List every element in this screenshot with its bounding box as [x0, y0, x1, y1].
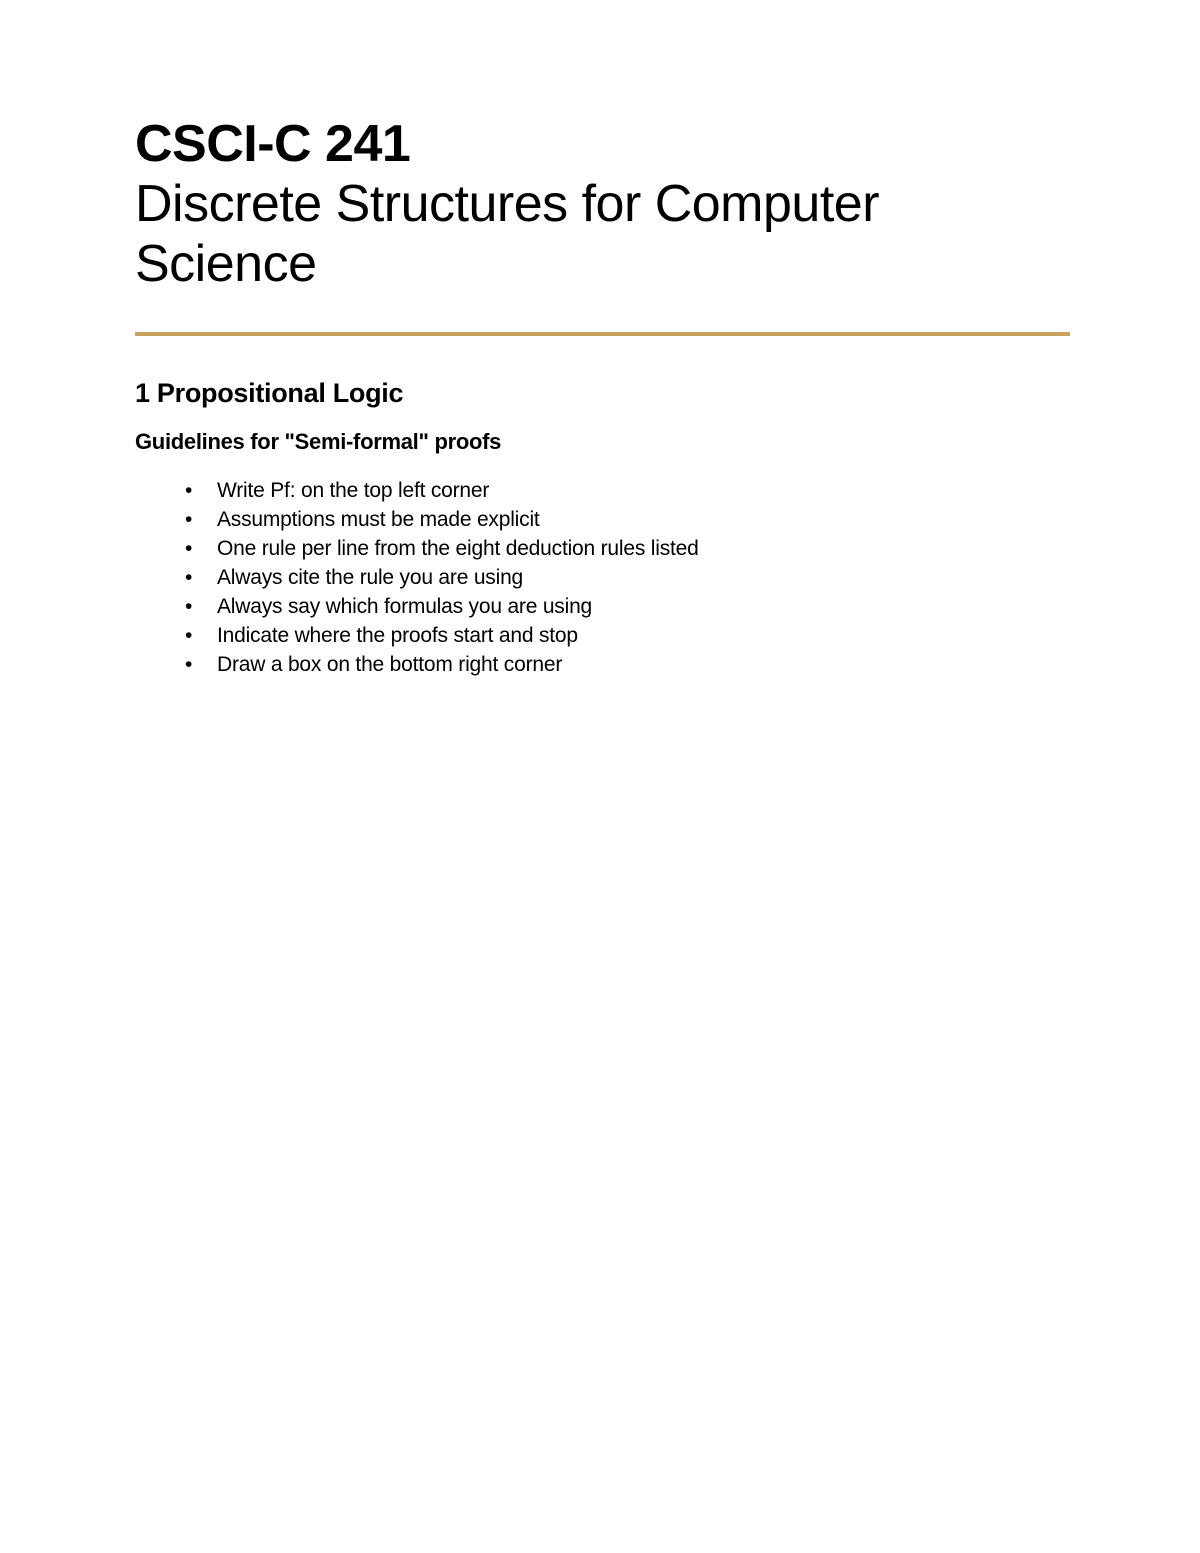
course-code: CSCI-C 241: [135, 115, 1070, 175]
subsection-heading: Guidelines for "Semi-formal" proofs: [135, 429, 1070, 455]
list-item: Assumptions must be made explicit: [185, 506, 1070, 535]
list-item: Always cite the rule you are using: [185, 564, 1070, 593]
guidelines-list: Write Pf: on the top left corner Assumpt…: [135, 477, 1070, 680]
list-item: Always say which formulas you are using: [185, 593, 1070, 622]
section-divider: [135, 332, 1070, 336]
section-heading: 1 Propositional Logic: [135, 378, 1070, 409]
list-item: Indicate where the proofs start and stop: [185, 622, 1070, 651]
list-item: One rule per line from the eight deducti…: [185, 535, 1070, 564]
course-title: Discrete Structures for Computer Science: [135, 175, 1070, 295]
list-item: Write Pf: on the top left corner: [185, 477, 1070, 506]
list-item: Draw a box on the bottom right corner: [185, 651, 1070, 680]
